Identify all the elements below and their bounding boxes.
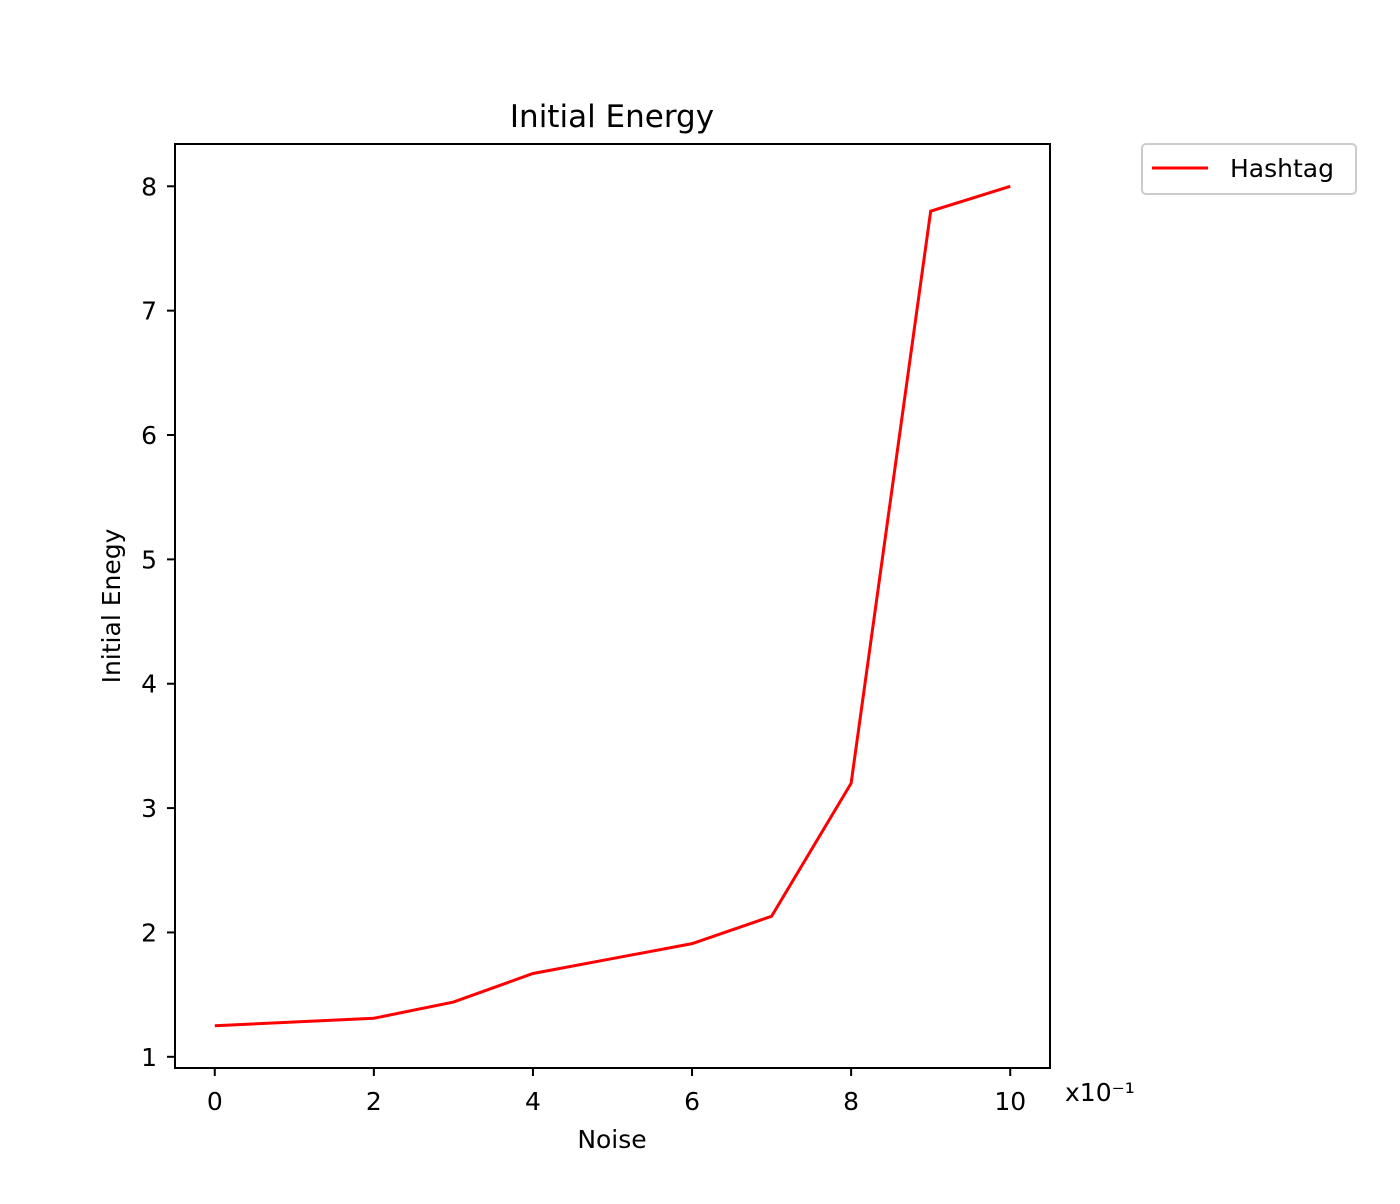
y-tick-label: 4 bbox=[141, 670, 157, 699]
x-tick-label: 10 bbox=[994, 1087, 1026, 1116]
x-tick-label: 2 bbox=[366, 1087, 382, 1116]
x-tick-label: 4 bbox=[525, 1087, 541, 1116]
y-tick-label: 6 bbox=[141, 421, 157, 450]
x-tick-label: 8 bbox=[843, 1087, 859, 1116]
y-tick-label: 3 bbox=[141, 794, 157, 823]
x-axis-label: Noise bbox=[577, 1125, 646, 1154]
x-tick-label: 6 bbox=[684, 1087, 700, 1116]
plot-frame bbox=[174, 143, 1051, 1069]
y-tick-label: 8 bbox=[141, 172, 157, 201]
legend-label-hashtag: Hashtag bbox=[1230, 154, 1334, 183]
x-axis-offset-label: x10⁻¹ bbox=[1065, 1078, 1135, 1107]
y-axis-ticks: 1 2 3 4 5 6 7 8 bbox=[141, 172, 175, 1072]
y-tick-label: 7 bbox=[141, 297, 157, 326]
x-tick-label: 0 bbox=[207, 1087, 223, 1116]
y-tick-label: 5 bbox=[141, 545, 157, 574]
y-tick-label: 1 bbox=[141, 1043, 157, 1072]
legend-box bbox=[1141, 143, 1357, 195]
legend: Hashtag bbox=[1141, 143, 1357, 195]
series-layer bbox=[214, 184, 1011, 1028]
y-axis-label: Initial Enegy bbox=[97, 528, 126, 683]
series-line-hashtag bbox=[214, 184, 1011, 1028]
chart-title: Initial Energy bbox=[510, 99, 714, 135]
x-axis-ticks: 0 2 4 6 8 10 bbox=[207, 1068, 1026, 1116]
y-tick-label: 2 bbox=[141, 918, 157, 947]
